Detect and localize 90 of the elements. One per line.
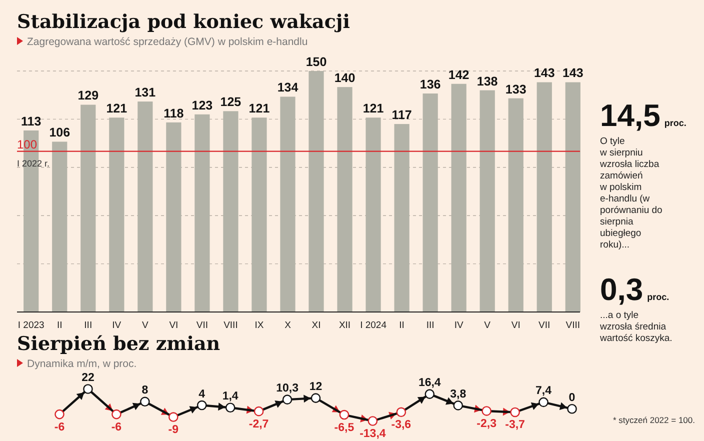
x-tick-label: VII (196, 320, 208, 331)
point (453, 400, 464, 410)
x-tick-label: IV (112, 320, 122, 331)
point (225, 402, 236, 413)
x-tick-label: V (484, 320, 492, 331)
point (83, 384, 93, 394)
x-tick-label: XII (338, 320, 351, 331)
data-label: 121 (248, 102, 270, 116)
data-label: 138 (476, 74, 498, 88)
data-label: 0 (568, 392, 576, 404)
data-label: 140 (334, 71, 356, 86)
x-tick-label: V (142, 320, 149, 331)
x-tick-label: II (56, 320, 62, 331)
x-tick-label: III (426, 320, 434, 331)
point (510, 407, 520, 418)
data-label: 121 (362, 102, 384, 116)
data-label: -9 (168, 424, 179, 436)
x-tick-label: VI (169, 320, 178, 331)
data-label: 12 (309, 381, 322, 394)
data-label: 123 (192, 98, 213, 112)
point (282, 394, 292, 404)
point (339, 410, 350, 420)
data-label: 143 (534, 66, 555, 80)
point (396, 407, 406, 418)
data-label: 125 (220, 95, 242, 110)
data-label: 4 (198, 388, 206, 400)
data-label: -3,6 (391, 419, 412, 432)
data-label: 133 (505, 82, 526, 96)
chart-title: Sierpień bez zmian (17, 333, 220, 355)
text: O tyle w sierpniu wzrosła liczba zamówień w polskim e-handlu (w porównaniu do sierpnia ubiegłego roku)... (600, 136, 662, 250)
data-label: 143 (562, 66, 584, 80)
x-tick-label: II (399, 320, 404, 331)
data-label: 117 (392, 108, 412, 122)
data-label: 113 (21, 114, 42, 128)
x-tick-label: X (284, 320, 292, 331)
x-tick-label: IV (454, 320, 464, 331)
data-label: 134 (277, 80, 298, 95)
chart-title: Stabilizacja pod koniec wakacji (17, 11, 350, 33)
chart-subtitle: Dynamika m/m, w proc. (27, 358, 137, 370)
data-label: -6 (54, 421, 65, 434)
data-label: 1,4 (222, 390, 239, 403)
text: proc. (664, 118, 686, 128)
point (567, 404, 577, 414)
data-label: 129 (78, 88, 99, 103)
data-label: 131 (134, 86, 156, 100)
x-tick-label: IX (254, 320, 264, 331)
data-label: 16,4 (418, 377, 442, 390)
x-tick-label: III (84, 320, 92, 331)
data-label: 22 (82, 372, 94, 384)
point (254, 406, 264, 416)
data-label: -6 (111, 421, 122, 434)
data-label: 121 (106, 102, 128, 116)
x-tick-label: VI (511, 320, 520, 331)
ref-line-label: 100 (17, 137, 38, 152)
data-label: 136 (420, 77, 441, 92)
point (368, 416, 378, 426)
data-label: 106 (49, 126, 70, 140)
point (112, 409, 122, 420)
data-label: 142 (448, 68, 470, 82)
text: proc. (647, 292, 670, 302)
data-label: -2,3 (476, 418, 496, 430)
data-label: -2,7 (248, 418, 269, 430)
data-label: 118 (164, 106, 184, 120)
point (140, 396, 150, 407)
point (482, 406, 492, 416)
text: 14,5 (600, 98, 660, 133)
data-label: 3,8 (450, 388, 467, 400)
data-label: -6,5 (334, 422, 355, 434)
point (538, 397, 548, 408)
x-tick-label: VII (538, 320, 550, 331)
x-tick-label: I 2024 (360, 320, 386, 331)
x-tick-label: XI (312, 320, 321, 331)
data-label: 8 (142, 384, 149, 397)
point (196, 400, 207, 410)
data-label: 10,3 (276, 382, 298, 395)
data-label: 7,4 (536, 385, 552, 398)
chart-subtitle: Zagregowana wartość sprzedaży (GMV) w polskim e-handlu (27, 36, 308, 48)
x-tick-label: I 2023 (18, 320, 44, 331)
text: 0,3 (600, 272, 644, 307)
text: ...a o tyle wzrosła średnia wartość koszyka. (599, 310, 672, 344)
point (310, 393, 321, 403)
data-label: 150 (306, 55, 327, 69)
x-tick-label: VIII (224, 320, 238, 331)
x-tick-label: VIII (566, 320, 580, 331)
point (424, 389, 435, 399)
data-label: -13,4 (360, 428, 386, 440)
point (54, 409, 64, 420)
data-label: -3,7 (505, 419, 525, 432)
text: * styczeń 2022 = 100. (613, 415, 695, 425)
point (168, 412, 178, 422)
